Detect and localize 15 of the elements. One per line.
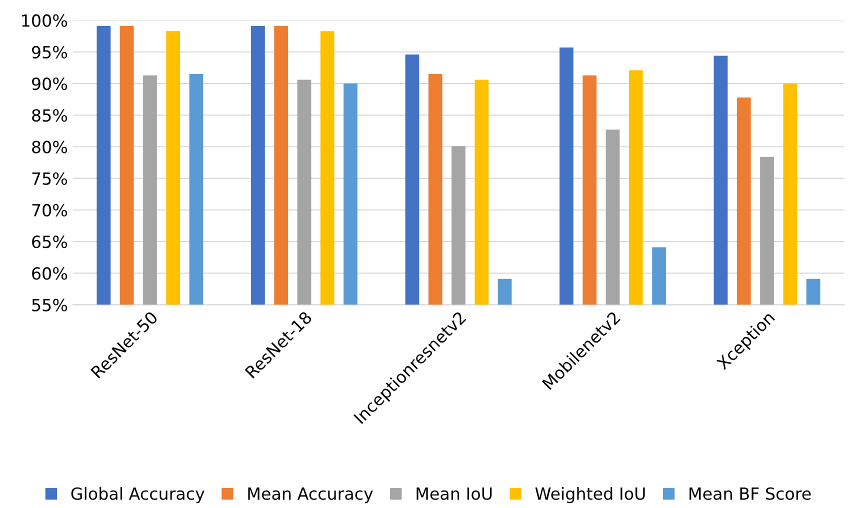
legend-label: Mean IoU	[416, 488, 492, 500]
y-tick-label: 85%	[32, 109, 68, 122]
legend-label: Weighted IoU	[535, 487, 645, 504]
y-tick-label: 65%	[32, 236, 68, 248]
y-tick-label: 80%	[32, 140, 68, 154]
y-tick-label: 100%	[22, 14, 68, 27]
y-tick-label: 90%	[32, 78, 68, 90]
legend-label: Global Accuracy	[71, 487, 204, 504]
y-tick-label: 95%	[32, 46, 68, 58]
legend-label: Mean BF Score	[690, 487, 811, 500]
y-tick-label: 55%	[32, 298, 68, 312]
y-tick-label: 75%	[32, 172, 68, 185]
y-tick-label: 70%	[32, 204, 68, 217]
legend-label: Mean Accuracy	[248, 488, 373, 504]
y-tick-label: 60%	[32, 267, 68, 280]
